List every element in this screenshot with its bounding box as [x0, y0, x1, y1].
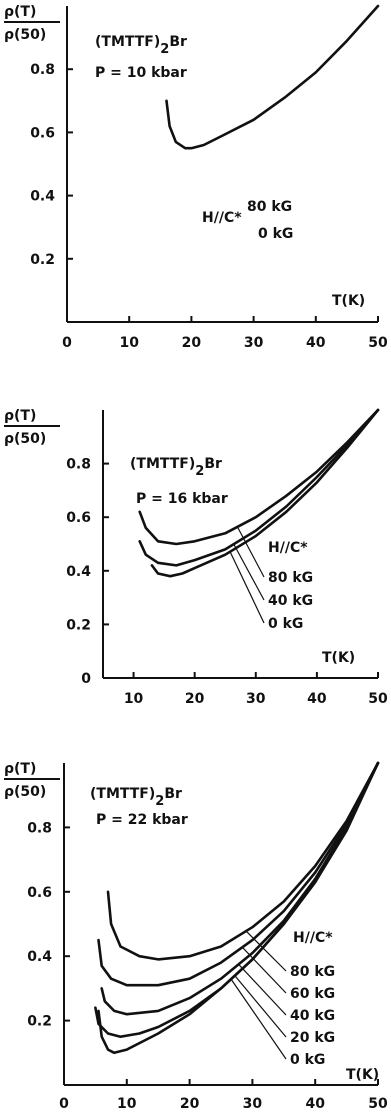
- panel-22kbar: 0 10 20 30 40 50 0.2 0.4 0.6 0.8 ρ(T) ρ(50) T(K) (TMT…: [4, 761, 388, 1112]
- y-tick-label: 0.8: [66, 457, 91, 473]
- x-tick-label: 50: [368, 691, 388, 707]
- series-line: [100, 761, 380, 1016]
- series-label: 80 kG: [247, 199, 292, 215]
- series-line: [138, 408, 380, 567]
- series-label: 40 kG: [268, 593, 313, 609]
- series-line: [165, 4, 380, 150]
- compound-tail: Br: [204, 456, 222, 472]
- x-tick-label: 40: [305, 1096, 325, 1112]
- compound-label: (TMTTF)2Br: [90, 786, 182, 809]
- y-tick-label: 0.2: [27, 1014, 52, 1030]
- x-axis-label: T(K): [346, 1067, 379, 1083]
- series-label: 0 kG: [290, 1052, 325, 1068]
- series-leader-line: [238, 963, 287, 1016]
- x-tick-label: 40: [307, 691, 327, 707]
- series-label: 20 kG: [290, 1030, 335, 1046]
- series-label: 40 kG: [290, 1008, 335, 1024]
- pressure-label: P = 10 kbar: [95, 65, 187, 81]
- x-tick-label: 50: [368, 335, 388, 351]
- x-axis-label: T(K): [332, 293, 365, 309]
- pressure-label: P = 22 kbar: [96, 812, 188, 828]
- x-tick-label: 30: [244, 335, 264, 351]
- series-line: [106, 761, 380, 961]
- series-leader-line: [241, 946, 287, 994]
- x-tick-label: 20: [180, 1096, 200, 1112]
- compound-name: (TMTTF): [130, 456, 195, 472]
- y-axis-label-numerator: ρ(T): [4, 761, 36, 777]
- series-label: 60 kG: [290, 986, 335, 1002]
- y-tick-label: 0.4: [66, 564, 91, 580]
- compound-label: (TMTTF)2Br: [130, 456, 222, 479]
- y-tick-label: 0.8: [27, 820, 52, 836]
- series-leader-line: [230, 978, 287, 1060]
- compound-name: (TMTTF): [90, 786, 155, 802]
- compound-name: (TMTTF): [95, 34, 160, 50]
- x-tick-label: 10: [124, 691, 144, 707]
- y-tick-label: 0.4: [30, 189, 55, 205]
- series-line: [94, 761, 380, 1038]
- x-tick-label: 30: [246, 691, 266, 707]
- y-tick-label: 0.2: [30, 252, 55, 268]
- compound-label: (TMTTF)2Br: [95, 34, 187, 57]
- x-tick-label: 20: [185, 691, 205, 707]
- x-tick-label: 0: [59, 1096, 69, 1112]
- series-line: [150, 408, 380, 578]
- y-tick-label: 0.6: [30, 125, 55, 141]
- series-label: 80 kG: [290, 964, 335, 980]
- y-tick-label: 0.6: [66, 510, 91, 526]
- field-direction-label: H//C*: [268, 540, 308, 556]
- panel-10kbar: 0 10 20 30 40 50 0.2 0.4 0.6 0.8 ρ(T) ρ(50) T(K) (TMT…: [4, 4, 388, 351]
- series-leader-line: [229, 551, 265, 624]
- compound-tail: Br: [164, 786, 182, 802]
- series-label: 80 kG: [268, 570, 313, 586]
- series-leader-line: [236, 526, 265, 578]
- y-axis-label-numerator: ρ(T): [4, 408, 36, 424]
- y-tick-label: 0.8: [30, 62, 55, 78]
- series-leader-line: [234, 975, 287, 1038]
- x-tick-label: 20: [182, 335, 202, 351]
- y-tick-label: 0.4: [27, 949, 52, 965]
- series-line: [97, 761, 380, 1055]
- y-tick-label: 0.6: [27, 885, 52, 901]
- compound-subscript: 2: [160, 42, 169, 57]
- x-tick-label: 40: [306, 335, 326, 351]
- y-tick-label: 0: [81, 671, 91, 687]
- series-label: 0 kG: [268, 616, 303, 632]
- series-leader-line: [245, 930, 287, 972]
- x-tick-label: 10: [119, 335, 139, 351]
- y-tick-label: 0.2: [66, 617, 91, 633]
- field-direction-label: H//C*: [293, 930, 333, 946]
- series-line: [138, 408, 380, 546]
- y-axis-label-denominator: ρ(50): [4, 27, 46, 43]
- series-label: 0 kG: [258, 226, 293, 242]
- panel-16kbar: 10 20 30 40 50 0 0.2 0.4 0.6 0.8 ρ(T) ρ(50) T(K) (TMT…: [4, 408, 388, 707]
- x-tick-label: 50: [368, 1096, 388, 1112]
- compound-subscript: 2: [155, 794, 164, 809]
- compound-subscript: 2: [195, 464, 204, 479]
- compound-tail: Br: [169, 34, 187, 50]
- x-tick-label: 10: [117, 1096, 137, 1112]
- y-axis-label-denominator: ρ(50): [4, 431, 46, 447]
- x-tick-label: 30: [243, 1096, 263, 1112]
- series-leader-line: [233, 543, 265, 601]
- y-axis-label-numerator: ρ(T): [4, 4, 36, 20]
- series-line: [97, 761, 380, 987]
- x-tick-label: 0: [62, 335, 72, 351]
- y-axis-label-denominator: ρ(50): [4, 784, 46, 800]
- x-axis-label: T(K): [322, 650, 355, 666]
- field-direction-label: H//C*: [202, 210, 242, 226]
- pressure-label: P = 16 kbar: [136, 491, 228, 507]
